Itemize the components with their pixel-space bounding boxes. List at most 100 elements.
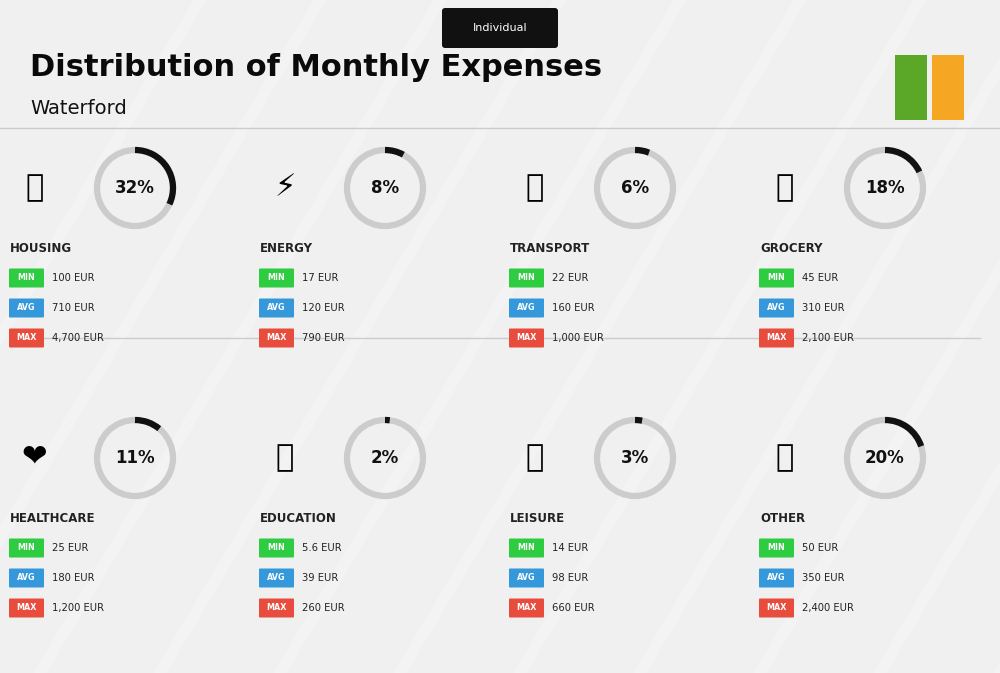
Text: 🛍️: 🛍️ — [526, 444, 544, 472]
Text: MIN: MIN — [518, 273, 535, 283]
Text: AVG: AVG — [767, 304, 786, 312]
Text: 2,100 EUR: 2,100 EUR — [802, 333, 854, 343]
Text: 50 EUR: 50 EUR — [802, 543, 838, 553]
Text: 1,000 EUR: 1,000 EUR — [552, 333, 604, 343]
Text: TRANSPORT: TRANSPORT — [510, 242, 590, 254]
Text: MAX: MAX — [516, 604, 537, 612]
FancyBboxPatch shape — [509, 328, 544, 347]
FancyBboxPatch shape — [259, 299, 294, 318]
Text: 100 EUR: 100 EUR — [52, 273, 94, 283]
Text: 790 EUR: 790 EUR — [302, 333, 345, 343]
Text: AVG: AVG — [767, 573, 786, 583]
Text: 25 EUR: 25 EUR — [52, 543, 88, 553]
Text: MIN: MIN — [768, 273, 785, 283]
Text: MAX: MAX — [766, 334, 787, 343]
Text: EDUCATION: EDUCATION — [260, 511, 337, 524]
Text: HEALTHCARE: HEALTHCARE — [10, 511, 96, 524]
Text: MIN: MIN — [268, 273, 285, 283]
Text: MAX: MAX — [266, 334, 287, 343]
Text: MAX: MAX — [266, 604, 287, 612]
FancyBboxPatch shape — [9, 598, 44, 618]
Text: 8%: 8% — [371, 179, 399, 197]
Text: 22 EUR: 22 EUR — [552, 273, 588, 283]
Text: Individual: Individual — [473, 23, 527, 33]
Text: ❤️: ❤️ — [22, 444, 48, 472]
FancyBboxPatch shape — [259, 538, 294, 557]
FancyBboxPatch shape — [509, 538, 544, 557]
Text: 20%: 20% — [865, 449, 905, 467]
Text: MIN: MIN — [18, 544, 35, 553]
Text: 17 EUR: 17 EUR — [302, 273, 338, 283]
Text: 5.6 EUR: 5.6 EUR — [302, 543, 342, 553]
Text: 4,700 EUR: 4,700 EUR — [52, 333, 104, 343]
FancyBboxPatch shape — [509, 299, 544, 318]
FancyBboxPatch shape — [9, 538, 44, 557]
Text: MAX: MAX — [766, 604, 787, 612]
FancyBboxPatch shape — [259, 598, 294, 618]
Text: 260 EUR: 260 EUR — [302, 603, 345, 613]
Text: 3%: 3% — [621, 449, 649, 467]
Text: 310 EUR: 310 EUR — [802, 303, 844, 313]
FancyBboxPatch shape — [759, 538, 794, 557]
Text: MAX: MAX — [16, 334, 37, 343]
Text: 🚌: 🚌 — [526, 174, 544, 203]
FancyBboxPatch shape — [759, 569, 794, 588]
Text: AVG: AVG — [267, 573, 286, 583]
Text: HOUSING: HOUSING — [10, 242, 72, 254]
FancyBboxPatch shape — [759, 269, 794, 287]
FancyBboxPatch shape — [509, 569, 544, 588]
Text: 1,200 EUR: 1,200 EUR — [52, 603, 104, 613]
Text: AVG: AVG — [17, 573, 36, 583]
FancyBboxPatch shape — [759, 328, 794, 347]
Text: LEISURE: LEISURE — [510, 511, 565, 524]
Text: 🏢: 🏢 — [26, 174, 44, 203]
Text: MIN: MIN — [268, 544, 285, 553]
Text: MIN: MIN — [518, 544, 535, 553]
Text: 39 EUR: 39 EUR — [302, 573, 338, 583]
Text: 2%: 2% — [371, 449, 399, 467]
FancyBboxPatch shape — [895, 55, 927, 120]
Text: MIN: MIN — [18, 273, 35, 283]
Text: 🎓: 🎓 — [276, 444, 294, 472]
Text: 18%: 18% — [865, 179, 905, 197]
Text: MAX: MAX — [516, 334, 537, 343]
Text: AVG: AVG — [517, 573, 536, 583]
Text: ENERGY: ENERGY — [260, 242, 313, 254]
Text: 11%: 11% — [115, 449, 155, 467]
Text: AVG: AVG — [17, 304, 36, 312]
FancyBboxPatch shape — [442, 8, 558, 48]
FancyBboxPatch shape — [759, 598, 794, 618]
Text: AVG: AVG — [517, 304, 536, 312]
Text: 98 EUR: 98 EUR — [552, 573, 588, 583]
Text: 6%: 6% — [621, 179, 649, 197]
FancyBboxPatch shape — [932, 55, 964, 120]
FancyBboxPatch shape — [759, 299, 794, 318]
FancyBboxPatch shape — [509, 269, 544, 287]
FancyBboxPatch shape — [9, 328, 44, 347]
Text: 660 EUR: 660 EUR — [552, 603, 595, 613]
Text: Waterford: Waterford — [30, 98, 127, 118]
Text: 14 EUR: 14 EUR — [552, 543, 588, 553]
Text: 💰: 💰 — [776, 444, 794, 472]
Text: 2,400 EUR: 2,400 EUR — [802, 603, 854, 613]
FancyBboxPatch shape — [9, 299, 44, 318]
Text: OTHER: OTHER — [760, 511, 805, 524]
Text: 32%: 32% — [115, 179, 155, 197]
Text: 180 EUR: 180 EUR — [52, 573, 94, 583]
Text: 710 EUR: 710 EUR — [52, 303, 95, 313]
FancyBboxPatch shape — [259, 269, 294, 287]
Text: MAX: MAX — [16, 604, 37, 612]
Text: 🛒: 🛒 — [776, 174, 794, 203]
FancyBboxPatch shape — [509, 598, 544, 618]
FancyBboxPatch shape — [9, 269, 44, 287]
Text: GROCERY: GROCERY — [760, 242, 822, 254]
Text: MIN: MIN — [768, 544, 785, 553]
Text: ⚡: ⚡ — [274, 174, 296, 203]
FancyBboxPatch shape — [259, 328, 294, 347]
Text: 160 EUR: 160 EUR — [552, 303, 595, 313]
Text: AVG: AVG — [267, 304, 286, 312]
Text: 120 EUR: 120 EUR — [302, 303, 345, 313]
FancyBboxPatch shape — [9, 569, 44, 588]
Text: 45 EUR: 45 EUR — [802, 273, 838, 283]
FancyBboxPatch shape — [259, 569, 294, 588]
